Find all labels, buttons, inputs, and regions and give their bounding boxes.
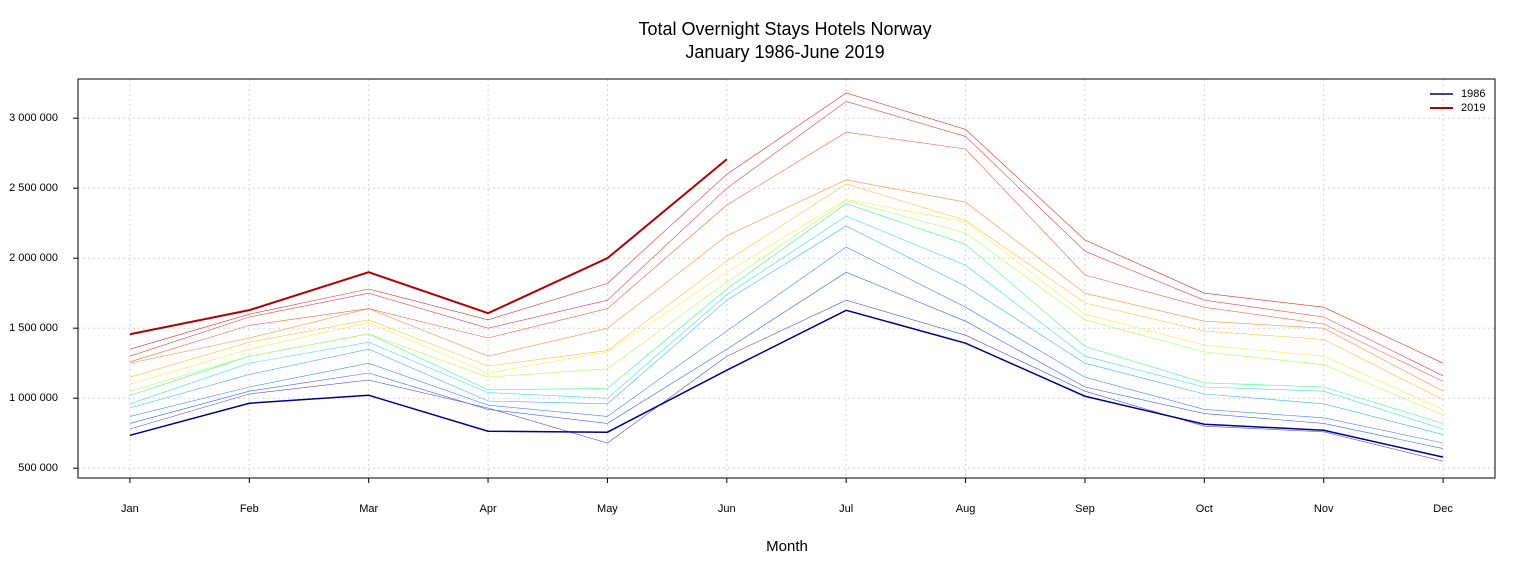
x-tick-label: May (597, 503, 618, 515)
x-tick-label: Jun (718, 503, 736, 515)
series-line (129, 271, 1444, 449)
series-line (129, 200, 1444, 416)
x-tick-label: Feb (240, 503, 259, 515)
x-tick-label: Nov (1314, 503, 1334, 515)
plot-frame (77, 78, 1496, 479)
series-line (129, 246, 1444, 444)
y-tick-label: 3 000 000 (9, 112, 58, 124)
x-tick-label: Mar (359, 503, 378, 515)
x-tick-label: Oct (1196, 503, 1213, 515)
series-line (129, 215, 1444, 430)
x-tick-label: Sep (1075, 503, 1095, 515)
series-line (129, 299, 1444, 462)
series-line (129, 225, 1444, 435)
series-line (129, 92, 1444, 364)
x-tick-label: Jul (839, 503, 853, 515)
x-tick-label: Aug (956, 503, 976, 515)
series-line (129, 158, 728, 336)
x-tick-label: Apr (479, 503, 496, 515)
series-line (129, 203, 1444, 424)
series-line (129, 101, 1444, 377)
legend-label: 2019 (1461, 102, 1485, 114)
chart-subtitle: January 1986-June 2019 (685, 42, 884, 62)
series-line (129, 183, 1444, 400)
y-tick-label: 2 000 000 (9, 252, 58, 264)
legend-label: 1986 (1461, 88, 1485, 100)
y-tick-label: 500 000 (18, 462, 58, 474)
series-line (129, 199, 1444, 410)
y-tick-label: 2 500 000 (9, 182, 58, 194)
series-line (129, 309, 1444, 458)
chart-title: Total Overnight Stays Hotels Norway (638, 19, 931, 39)
series-line (129, 131, 1444, 382)
y-tick-label: 1 500 000 (9, 322, 58, 334)
x-axis-label: Month (766, 538, 808, 555)
y-tick-label: 1 000 000 (9, 392, 58, 404)
series-line (129, 179, 1444, 392)
x-tick-label: Jan (121, 503, 139, 515)
x-tick-label: Dec (1433, 503, 1453, 515)
